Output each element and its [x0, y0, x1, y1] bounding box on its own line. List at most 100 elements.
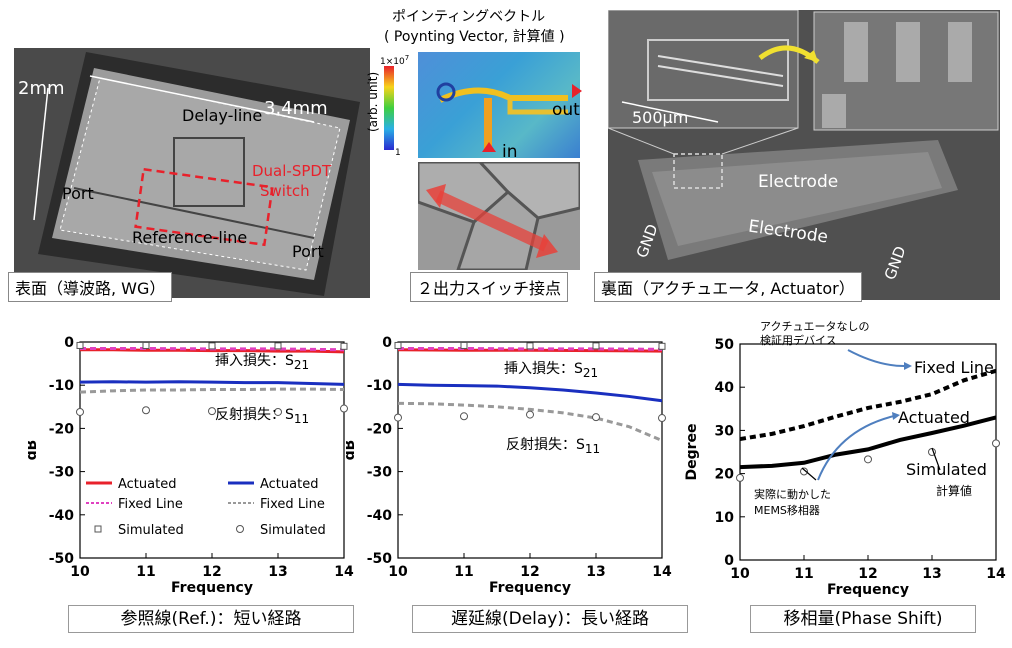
- data-point: [76, 341, 84, 349]
- data-point: [592, 413, 600, 422]
- chart-delay-s11-label: 反射損失：S11: [506, 437, 601, 456]
- legend-swatch: [236, 525, 244, 533]
- y-tick-label: -20: [49, 421, 75, 437]
- data-point: [340, 342, 348, 350]
- y-tick-label: -10: [49, 378, 75, 394]
- data-point: [274, 407, 282, 416]
- data-point: [460, 341, 468, 349]
- y-tick-label: 10: [715, 510, 735, 526]
- electrode-label-1: Electrode: [758, 172, 839, 192]
- annotation-pointer: [931, 447, 941, 471]
- x-tick-label: 12: [858, 566, 877, 582]
- surface-caption: 表面（導波路, WG）: [8, 272, 173, 302]
- legend-label: Simulated: [260, 523, 326, 538]
- poynting-field-map: [436, 82, 568, 152]
- backside-caption: 裏面（アクチュエータ, Actuator）: [594, 272, 862, 302]
- y-tick-label: 0: [382, 335, 392, 351]
- fixed-line-label: Fixed Line: [914, 358, 994, 377]
- y-axis-label: dB: [28, 440, 40, 461]
- series-line: [79, 380, 345, 386]
- data-point: [460, 412, 468, 421]
- poynting-field: [418, 52, 580, 158]
- x-tick-label: 14: [652, 564, 672, 580]
- y-tick-label: -20: [367, 421, 393, 437]
- legend-label: Fixed Line: [118, 497, 183, 512]
- plot-frame: [79, 341, 345, 559]
- data-point: [394, 413, 402, 422]
- data-point: [864, 455, 872, 464]
- backside-sem-panel: 500μm Electrode Electrode GND GND: [608, 10, 1000, 300]
- data-point: [592, 342, 600, 350]
- y-axis-label: Degree: [684, 423, 700, 480]
- out-arrow-icon: [572, 84, 582, 98]
- colorbar-unit: (arb. unit): [366, 71, 380, 132]
- simulated-label: Simulated: [906, 460, 987, 479]
- plot-frame: [739, 343, 997, 561]
- reference-line-label: Reference-line: [132, 228, 248, 247]
- plot-frame: [397, 341, 663, 559]
- x-axis-label: Frequency: [827, 582, 909, 598]
- x-tick-label: 13: [922, 566, 941, 582]
- switch-caption: ２出力スイッチ接点: [410, 272, 569, 302]
- chart-ref: 10 11 12 13 14 0 -10 -20 -30 -40 -50 Frequency dB Act…: [24, 330, 368, 598]
- x-tick-label: 10: [388, 564, 408, 580]
- y-tick-label: 0: [724, 553, 734, 569]
- dim-3-4mm: 3.4mm: [264, 98, 328, 119]
- y-tick-label: -40: [367, 508, 393, 524]
- chart-delay-svg: 10 11 12 13 14 0 -10 -20 -30 -40 -50 Frequency dB: [342, 335, 672, 596]
- data-point: [658, 414, 666, 423]
- series-line: [397, 382, 663, 403]
- x-tick-label: 12: [520, 564, 539, 580]
- y-tick-label: -30: [49, 465, 75, 481]
- x-tick-label: 10: [730, 566, 750, 582]
- data-point: [992, 439, 1000, 448]
- surface-sem-image: [14, 48, 370, 298]
- y-tick-label: -50: [367, 551, 393, 567]
- poynting-subtitle: ( Poynting Vector, 計算値 ): [384, 29, 565, 45]
- note-top-1: アクチュエータなしの: [760, 320, 870, 333]
- data-point: [142, 406, 150, 415]
- legend-swatch: [94, 525, 102, 533]
- caption-delay: 遅延線(Delay)：長い経路: [412, 605, 688, 633]
- simulated-jp-label: 計算値: [936, 484, 973, 498]
- switch-label: Switch: [260, 182, 310, 200]
- y-tick-label: 30: [715, 423, 735, 439]
- y-tick-label: 20: [715, 467, 735, 483]
- annotation-arrow: [847, 349, 905, 367]
- data-point: [142, 341, 150, 349]
- note-bottom-2: MEMS移相器: [754, 504, 820, 517]
- y-axis-label: dB: [346, 440, 358, 461]
- note-bottom-1: 実際に動かした: [754, 488, 831, 501]
- dual-spdt-label: Dual-SPDT: [252, 162, 332, 180]
- y-tick-label: -30: [367, 465, 393, 481]
- port-left-label: Port: [62, 184, 94, 203]
- data-point: [658, 342, 666, 350]
- in-arrow-icon: [482, 142, 496, 152]
- switch-sem-image: [418, 162, 580, 270]
- legend-label: Fixed Line: [260, 497, 325, 512]
- annotation-arrow: [817, 415, 895, 481]
- poynting-colorbar: [384, 66, 394, 150]
- caption-ref: 参照線(Ref.)：短い経路: [68, 605, 354, 633]
- series-line: [79, 387, 345, 394]
- delay-line-label: Delay-line: [182, 106, 263, 125]
- scale-500um: 500μm: [632, 108, 689, 127]
- data-point: [394, 341, 402, 349]
- caption-phase: 移相量(Phase Shift): [750, 605, 976, 633]
- note-top-2: 検証用デバイス: [760, 334, 837, 347]
- data-point: [526, 342, 534, 350]
- data-point: [800, 467, 808, 476]
- y-tick-label: -10: [367, 378, 393, 394]
- x-tick-label: 13: [268, 564, 287, 580]
- colorbar-max: 1×107: [380, 54, 410, 67]
- surface-sem-panel: 2mm 3.4mm Delay-line Dual-SPDT Switch Po…: [14, 48, 370, 298]
- y-tick-label: -50: [49, 551, 75, 567]
- actuated-label: Actuated: [898, 408, 970, 427]
- chart-delay-s21-label: 挿入損失：S21: [504, 361, 599, 380]
- series-line: [739, 368, 997, 442]
- chart-ref-svg: 10 11 12 13 14 0 -10 -20 -30 -40 -50 Frequency dB Act…: [24, 335, 354, 596]
- data-point: [274, 342, 282, 350]
- data-point: [736, 473, 744, 482]
- data-point: [340, 404, 348, 413]
